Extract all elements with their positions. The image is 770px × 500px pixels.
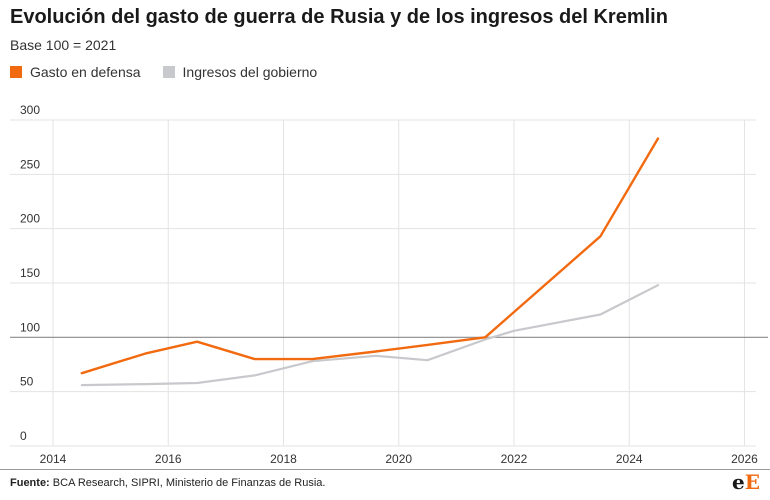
y-tick-label: 50 (20, 375, 34, 389)
chart-subtitle: Base 100 = 2021 (10, 37, 117, 53)
x-tick-label: 2024 (616, 452, 643, 466)
x-tick-label: 2026 (731, 452, 758, 466)
legend-item-revenue: Ingresos del gobierno (162, 64, 318, 80)
footer-divider (0, 469, 770, 470)
series-line-revenue (80, 284, 660, 387)
y-tick-label: 300 (20, 103, 40, 117)
legend: Gasto en defensa Ingresos del gobierno (10, 64, 317, 80)
series-line-defense (80, 137, 660, 375)
y-tick-label: 100 (20, 320, 40, 334)
x-tick-label: 2014 (40, 452, 67, 466)
legend-label-revenue: Ingresos del gobierno (182, 64, 318, 80)
x-tick-label: 2018 (270, 452, 297, 466)
publisher-logo: eE (732, 470, 760, 494)
y-tick-label: 150 (20, 266, 40, 280)
y-tick-label: 200 (20, 212, 40, 226)
source-label: Fuente: (10, 477, 50, 489)
legend-swatch-defense (10, 66, 22, 78)
y-tick-label: 0 (20, 429, 27, 443)
x-tick-label: 2022 (501, 452, 528, 466)
legend-swatch-revenue (162, 66, 175, 78)
line-chart: 0 50 100 150 200 250 300 2014 2016 2018 2020 2022 20… (10, 103, 768, 466)
source-note: Fuente: BCA Research, SIPRI, Ministerio … (10, 477, 325, 489)
source-text: BCA Research, SIPRI, Ministerio de Finan… (49, 477, 326, 489)
x-tick-label: 2020 (385, 452, 412, 466)
chart-title: Evolución del gasto de guerra de Rusia y… (10, 6, 668, 28)
y-tick-label: 250 (20, 157, 40, 171)
x-tick-label: 2016 (155, 452, 182, 466)
legend-item-defense: Gasto en defensa (10, 64, 141, 80)
legend-label-defense: Gasto en defensa (30, 64, 141, 80)
